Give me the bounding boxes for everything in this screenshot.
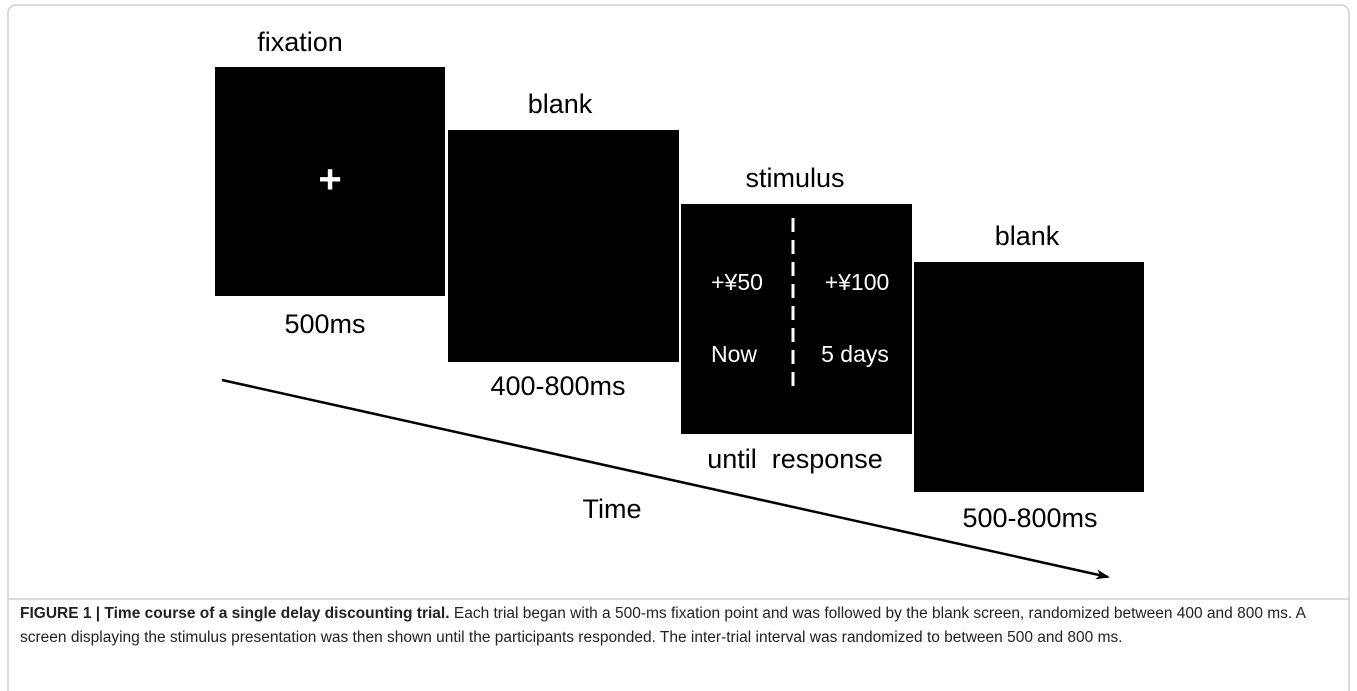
screen — [914, 262, 1144, 492]
screen — [448, 130, 679, 362]
screen-duration: 500ms — [284, 309, 365, 339]
screen-label: fixation — [257, 27, 343, 57]
screen-duration: 500-800ms — [962, 503, 1097, 533]
option-delay: Now — [711, 341, 757, 367]
option-amount: +¥100 — [825, 269, 890, 295]
screen-label: blank — [528, 89, 593, 119]
fixation-cross: + — [318, 158, 341, 202]
time-arrow — [221, 378, 1110, 580]
option-delay: 5 days — [821, 341, 889, 367]
caption-text: Each trial began with a 500-ms fixation … — [20, 605, 1306, 646]
screen-duration: 400-800ms — [490, 371, 625, 401]
time-label: Time — [583, 494, 642, 524]
caption-title: FIGURE 1 | Time course of a single delay… — [20, 605, 450, 622]
screen-label: blank — [995, 221, 1060, 251]
screen — [681, 204, 912, 434]
screen-label: stimulus — [745, 163, 844, 193]
caption: FIGURE 1 | Time course of a single delay… — [20, 602, 1340, 650]
frame — [7, 4, 1350, 691]
screen-duration: until response — [707, 444, 883, 474]
option-amount: +¥50 — [711, 269, 763, 295]
screen — [215, 67, 445, 296]
